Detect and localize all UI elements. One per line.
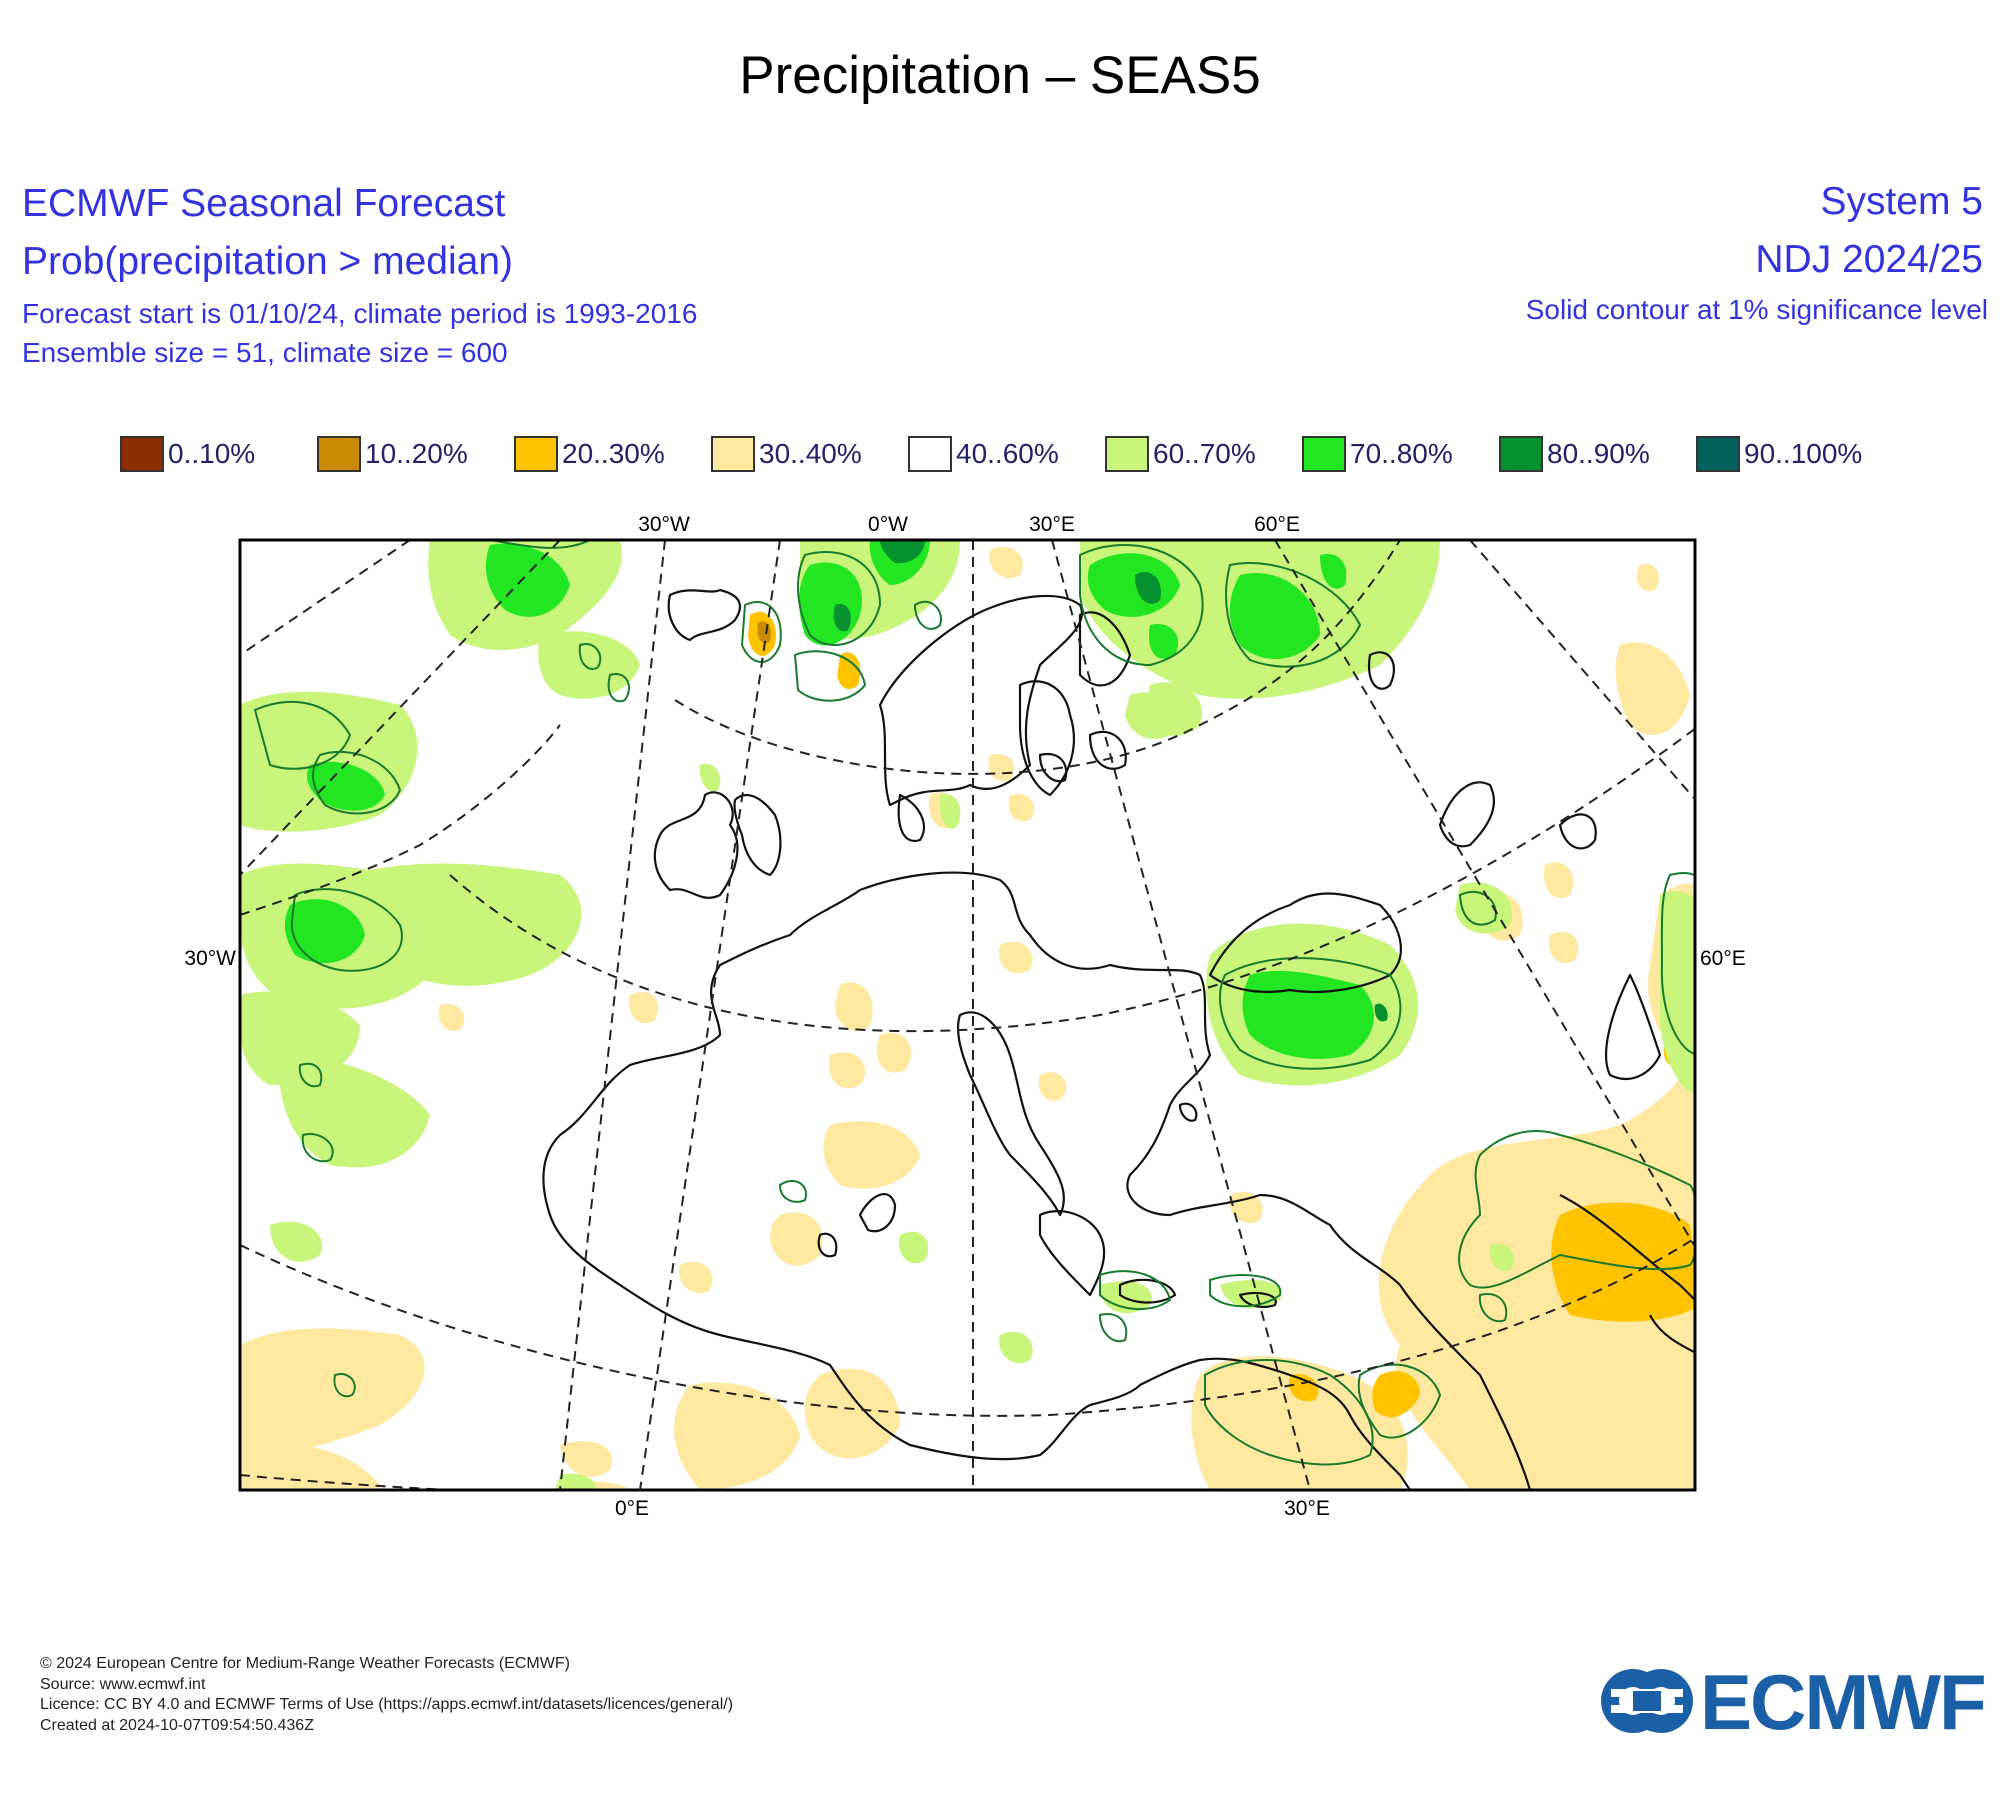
- legend-swatch: [1105, 436, 1149, 472]
- legend-swatch: [711, 436, 755, 472]
- footer-copyright: © 2024 European Centre for Medium-Range …: [40, 1655, 570, 1672]
- legend-label: 70..80%: [1350, 438, 1453, 469]
- grat-label-left-30w: 30°W: [184, 947, 236, 970]
- header-forecast-start: Forecast start is 01/10/24, climate peri…: [22, 298, 698, 329]
- legend-label: 0..10%: [168, 438, 256, 469]
- grat-label-bottom-30e: 30°E: [1284, 1497, 1330, 1520]
- shading-30-40: [240, 546, 1695, 1490]
- legend-item: 0..10%: [120, 432, 255, 476]
- grat-label-top-30e: 30°E: [1029, 513, 1075, 536]
- map-svg: 30°W 0°W 30°E 60°E 30°W 60°E 0°E 30°E: [184, 513, 1746, 1520]
- legend-label: 10..20%: [365, 438, 468, 469]
- ecmwf-logo-icon: [1601, 1669, 1693, 1733]
- ecmwf-logo: ECMWF: [1597, 1658, 1987, 1746]
- legend-swatch: [1696, 436, 1740, 472]
- legend-swatch: [1302, 436, 1346, 472]
- legend-label: 80..90%: [1547, 438, 1650, 469]
- graticule: [240, 540, 1695, 1490]
- ecmwf-logo-text: ECMWF: [1700, 1658, 1987, 1746]
- header-ensemble-size: Ensemble size = 51, climate size = 600: [22, 337, 508, 368]
- header-variable: Prob(precipitation > median): [22, 240, 514, 283]
- legend-item: 20..30%: [514, 432, 665, 476]
- page-title: Precipitation – SEAS5: [739, 46, 1261, 105]
- footer-created: Created at 2024-10-07T09:54:50.436Z: [40, 1716, 314, 1734]
- legend-label: 90..100%: [1744, 438, 1863, 469]
- map-frame: [238, 538, 1697, 1492]
- shading-70-80: [284, 540, 1374, 1059]
- color-legend: 0..10% 10..20% 20..30% 30..40% 40..60% 60..70…: [120, 432, 1900, 476]
- legend-item: 90..100%: [1696, 432, 1862, 476]
- legend-label: 30..40%: [759, 438, 862, 469]
- header-system: System 5: [1820, 180, 1983, 223]
- legend-swatch: [514, 436, 558, 472]
- shading-20-30: [748, 611, 1695, 1418]
- header-period: NDJ 2024/25: [1755, 238, 1983, 281]
- grat-label-right-60e: 60°E: [1700, 947, 1746, 970]
- legend-swatch: [908, 436, 952, 472]
- legend-item: 80..90%: [1499, 432, 1650, 476]
- grat-label-top-30w: 30°W: [638, 513, 690, 536]
- header-significance-note: Solid contour at 1% significance level: [1525, 294, 1988, 325]
- footer-licence: Licence: CC BY 4.0 and ECMWF Terms of Us…: [40, 1696, 734, 1713]
- legend-item: 10..20%: [317, 432, 468, 476]
- legend-label: 40..60%: [956, 438, 1059, 469]
- footer-source: Source: www.ecmwf.int: [40, 1675, 206, 1693]
- grat-label-bottom-0e: 0°E: [615, 1497, 649, 1520]
- grat-label-top-0w: 0°W: [868, 513, 908, 536]
- shading-80-90: [833, 540, 1388, 1022]
- legend-item: 40..60%: [908, 432, 1059, 476]
- legend-swatch: [120, 436, 164, 472]
- legend-label: 60..70%: [1153, 438, 1256, 469]
- coastlines: [542, 588, 1695, 1490]
- footer: © 2024 European Centre for Medium-Range …: [40, 1654, 733, 1736]
- legend-item: 60..70%: [1105, 432, 1256, 476]
- map-panel: 30°W 0°W 30°E 60°E 30°W 60°E 0°E 30°E: [0, 495, 2000, 1535]
- legend-label: 20..30%: [562, 438, 665, 469]
- legend-swatch: [317, 436, 361, 472]
- grat-label-top-60e: 60°E: [1254, 513, 1300, 536]
- legend-swatch: [1499, 436, 1543, 472]
- header-product-name: ECMWF Seasonal Forecast: [22, 182, 506, 225]
- legend-item: 30..40%: [711, 432, 862, 476]
- legend-item: 70..80%: [1302, 432, 1453, 476]
